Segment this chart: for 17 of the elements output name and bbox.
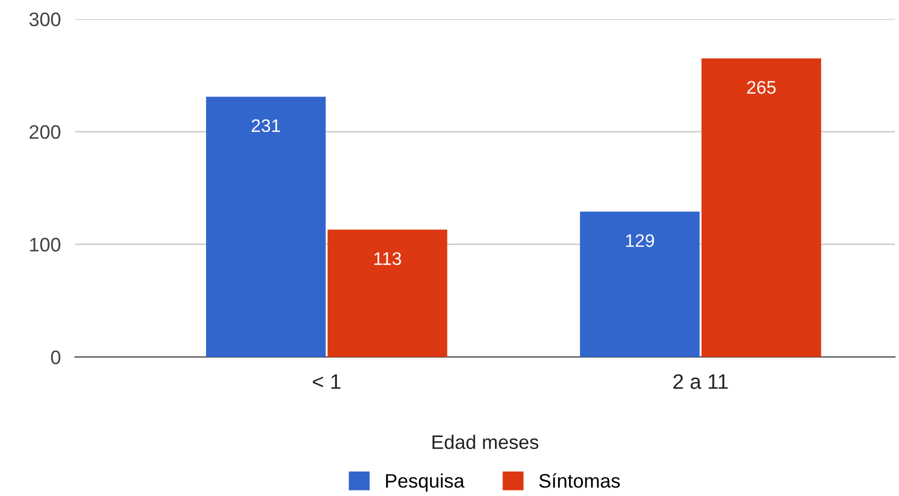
y-tick-label: 0 (51, 350, 60, 364)
data-label: 265 (747, 80, 776, 94)
bar (328, 230, 448, 357)
legend-label: Síntomas (539, 473, 620, 488)
legend-label: Pesquisa (386, 473, 464, 492)
x-axis-title: Edad meses (432, 434, 538, 450)
bar (580, 212, 700, 357)
y-tick-label: 100 (30, 238, 60, 252)
x-tick-label: < 1 (312, 374, 340, 389)
data-label: 231 (252, 119, 280, 132)
y-tick-label: 300 (29, 12, 60, 26)
y-tick-label: 200 (30, 125, 60, 139)
data-label: 113 (374, 252, 402, 266)
bar (206, 96, 326, 357)
bar (702, 58, 822, 357)
x-tick-label: 2 a 11 (673, 374, 728, 389)
data-label: 129 (626, 234, 654, 247)
